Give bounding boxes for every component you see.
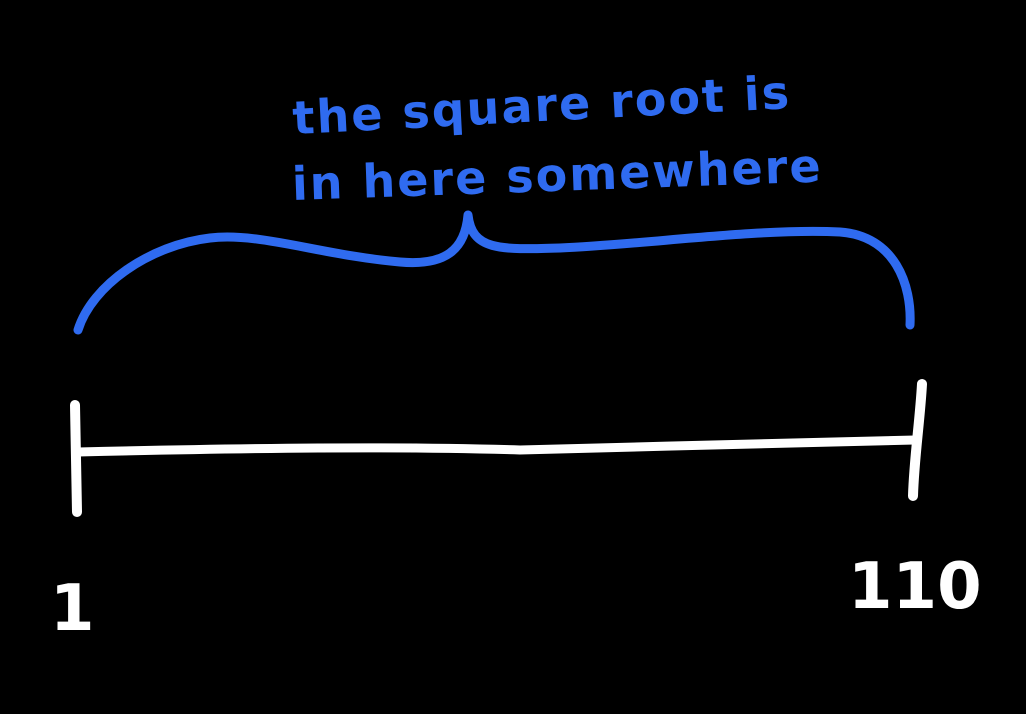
annotation-line-1: the square root is	[291, 65, 792, 145]
number-line-segment	[73, 435, 920, 457]
left-tick	[70, 400, 82, 517]
right-tick	[908, 379, 927, 501]
number-line	[70, 379, 927, 517]
curly-brace	[73, 210, 915, 335]
end-label: 110	[848, 550, 982, 624]
annotation-line-2: in here somewhere	[291, 139, 823, 211]
start-label: 1	[50, 572, 95, 646]
